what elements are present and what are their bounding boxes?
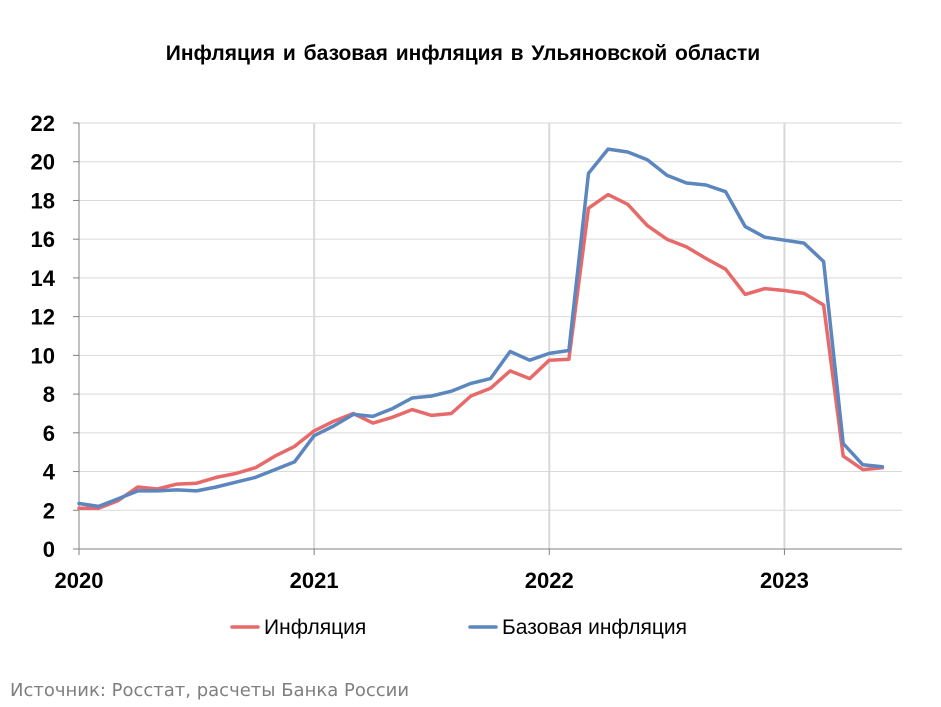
series-lines	[77, 147, 885, 511]
source-note: Источник: Росстат, расчеты Банка России	[10, 680, 410, 701]
y-tick-label: 0	[43, 537, 55, 562]
chart-title: Инфляция и базовая инфляция в Ульяновско…	[165, 42, 761, 65]
y-tick-label: 12	[31, 305, 55, 330]
series-line-2	[77, 147, 885, 509]
y-tick-label: 8	[43, 382, 55, 407]
x-tick-label: 2023	[760, 568, 809, 593]
x-tick-labels: 2020 2021 2022 2023	[55, 568, 809, 593]
chart-axes	[73, 122, 902, 555]
legend-label: Инфляция	[264, 616, 366, 639]
x-tick-label: 2020	[55, 568, 104, 593]
y-tick-label: 20	[31, 150, 55, 175]
y-tick-label: 16	[31, 227, 55, 252]
grid-lines	[79, 122, 902, 549]
y-tick-label: 6	[43, 421, 55, 446]
legend-label: Базовая инфляция	[502, 616, 687, 639]
x-tick-label: 2022	[525, 568, 574, 593]
series-line-1	[77, 192, 885, 511]
legend: Инфляция Базовая инфляция	[230, 616, 687, 639]
y-tick-label: 2	[43, 498, 55, 523]
y-tick-label: 4	[43, 460, 56, 485]
y-tick-label: 10	[31, 343, 55, 368]
x-tick-label: 2021	[290, 568, 339, 593]
y-tick-labels: 0 2 4 6 8 10 12 14 16 18 20 22	[31, 111, 56, 562]
y-tick-label: 18	[31, 188, 55, 213]
y-tick-label: 14	[31, 266, 56, 291]
y-tick-label: 22	[31, 111, 55, 136]
